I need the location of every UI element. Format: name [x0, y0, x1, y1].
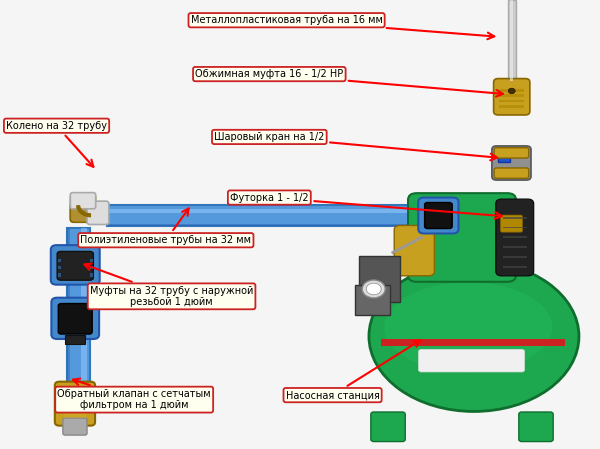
FancyBboxPatch shape [57, 251, 94, 280]
Text: Муфты на 32 трубу с наружной
резьбой 1 дюйм: Муфты на 32 трубу с наружной резьбой 1 д… [85, 264, 253, 307]
FancyBboxPatch shape [408, 193, 516, 282]
Bar [508, 0, 516, 81]
FancyBboxPatch shape [359, 256, 400, 302]
FancyBboxPatch shape [494, 79, 530, 115]
Text: Полиэтиленовые трубы на 32 мм: Полиэтиленовые трубы на 32 мм [80, 208, 251, 245]
Circle shape [362, 280, 385, 298]
Bar [107, 209, 427, 213]
Circle shape [508, 88, 515, 94]
Bar [64, 390, 86, 418]
Ellipse shape [384, 282, 552, 372]
Bar [90, 266, 93, 269]
FancyBboxPatch shape [519, 412, 553, 441]
Bar [503, 256, 527, 258]
Bar [58, 259, 61, 262]
Bar [90, 259, 93, 262]
FancyBboxPatch shape [419, 349, 524, 372]
Bar [503, 266, 527, 268]
Bar [81, 228, 87, 383]
FancyBboxPatch shape [58, 304, 92, 334]
Bar [499, 100, 524, 102]
Text: Металлопластиковая труба на 16 мм: Металлопластиковая труба на 16 мм [191, 15, 494, 39]
Bar [90, 273, 93, 277]
FancyBboxPatch shape [70, 203, 106, 222]
Bar [499, 94, 524, 97]
Bar [67, 228, 70, 383]
Bar [65, 335, 85, 344]
FancyBboxPatch shape [492, 146, 531, 180]
FancyBboxPatch shape [425, 202, 452, 229]
Ellipse shape [369, 261, 579, 411]
Bar [503, 236, 527, 238]
FancyBboxPatch shape [55, 382, 95, 426]
FancyBboxPatch shape [394, 225, 434, 276]
FancyBboxPatch shape [70, 194, 95, 222]
FancyBboxPatch shape [500, 215, 523, 232]
FancyBboxPatch shape [355, 285, 390, 315]
Bar [381, 339, 565, 346]
FancyBboxPatch shape [70, 193, 95, 209]
Text: Обратный клапан с сетчатым
фильтром на 1 дюйм: Обратный клапан с сетчатым фильтром на 1… [58, 379, 211, 410]
Bar [503, 217, 527, 219]
Bar [498, 156, 510, 162]
Bar [510, 0, 513, 81]
FancyBboxPatch shape [63, 418, 87, 435]
Bar [107, 224, 427, 226]
Bar [67, 228, 91, 383]
Text: Насосная станция: Насосная станция [286, 340, 420, 400]
FancyBboxPatch shape [418, 198, 458, 233]
Text: Колено на 32 трубу: Колено на 32 трубу [6, 121, 107, 167]
FancyBboxPatch shape [496, 199, 533, 276]
Bar [499, 89, 524, 92]
Text: Шаровый кран на 1/2: Шаровый кран на 1/2 [214, 132, 497, 160]
FancyBboxPatch shape [51, 245, 100, 285]
FancyBboxPatch shape [87, 201, 109, 224]
Text: Футорка 1 - 1/2: Футорка 1 - 1/2 [230, 193, 502, 219]
Bar [503, 227, 527, 229]
Circle shape [366, 283, 381, 295]
Bar [58, 273, 61, 277]
Bar [107, 205, 427, 226]
FancyBboxPatch shape [52, 298, 99, 339]
FancyBboxPatch shape [494, 168, 529, 178]
Bar [499, 105, 524, 108]
Text: Обжимная муфта 16 - 1/2 НР: Обжимная муфта 16 - 1/2 НР [195, 69, 503, 97]
FancyBboxPatch shape [496, 211, 527, 236]
Bar [58, 266, 61, 269]
FancyBboxPatch shape [371, 412, 405, 441]
Bar [503, 246, 527, 248]
FancyBboxPatch shape [494, 148, 529, 158]
